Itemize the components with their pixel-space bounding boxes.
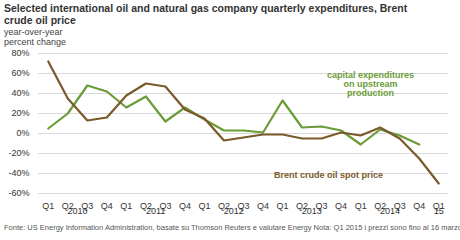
svg-text:Q1: Q1: [355, 201, 367, 211]
svg-text:Q4: Q4: [101, 201, 113, 211]
svg-text:Q4: Q4: [257, 201, 269, 211]
svg-text:Q3: Q3: [159, 200, 172, 211]
html-text:Selected international oil and: Selected international oil and natural g…: [4, 2, 408, 26]
svg-text:Q4: Q4: [335, 201, 347, 211]
svg-text:Q4: Q4: [179, 201, 191, 211]
svg-text:20%: 20%: [11, 108, 29, 118]
svg-text:Q1: Q1: [277, 201, 289, 211]
svg-text:80%: 80%: [11, 48, 29, 58]
svg-text:2012: 2012: [224, 206, 244, 216]
svg-text:Brent crude oil spot price: Brent crude oil spot price: [274, 170, 383, 180]
svg-text:2014: 2014: [380, 206, 400, 216]
html-text:year-over-year percent change: year-over-year percent change: [4, 27, 66, 47]
svg-text:-20%: -20%: [8, 148, 29, 158]
svg-text:-60%: -60%: [8, 188, 29, 198]
svg-text:40%: 40%: [11, 88, 29, 98]
svg-text:-40%: -40%: [8, 168, 29, 178]
svg-text:15: 15: [434, 206, 444, 216]
svg-text:0%: 0%: [16, 128, 29, 138]
svg-text:Q1: Q1: [120, 201, 132, 211]
svg-text:Q1: Q1: [42, 201, 54, 211]
svg-text:2010: 2010: [68, 206, 88, 216]
svg-text:60%: 60%: [11, 68, 29, 78]
svg-text:Q1: Q1: [198, 201, 210, 211]
svg-text:Q4: Q4: [413, 201, 425, 211]
svg-text:2013: 2013: [302, 206, 322, 216]
svg-text:2011: 2011: [146, 206, 165, 216]
svg-text:capital expenditureson upstrea: capital expenditureson upstreamproductio…: [327, 70, 414, 98]
